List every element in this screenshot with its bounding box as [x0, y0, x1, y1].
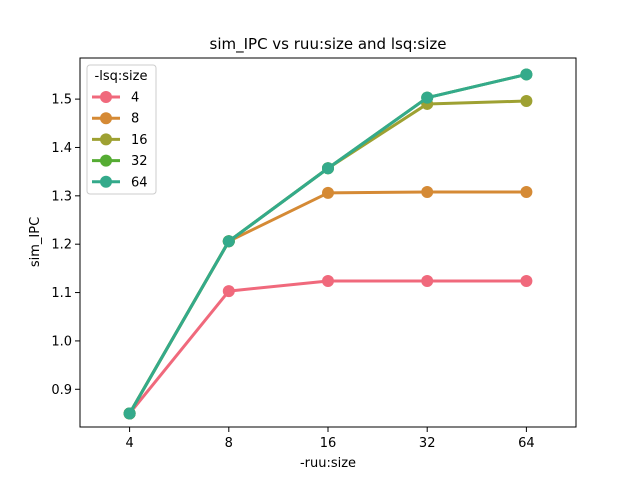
x-axis-label: -ruu:size: [300, 456, 356, 471]
data-point-16-64: [520, 95, 533, 108]
legend-label-16: 16: [131, 133, 148, 148]
legend-items: 4 8 16 32 64: [92, 91, 148, 190]
legend-marker-64: [100, 175, 112, 188]
data-point-4-64: [520, 274, 533, 287]
data-point-4-16: [322, 274, 334, 287]
legend-label-64: 64: [131, 175, 148, 190]
legend-label-4: 4: [131, 91, 139, 106]
y-axis-label: sim_IPC: [28, 217, 43, 267]
data-point-64-4: [123, 407, 136, 420]
y-tick-label-5: 1.4: [51, 141, 72, 156]
series-layer: [123, 68, 533, 420]
legend-label-8: 8: [131, 112, 139, 127]
data-point-8-16: [322, 186, 334, 199]
data-point-64-8: [222, 235, 235, 248]
data-point-64-16: [322, 162, 334, 175]
data-point-8-64: [520, 185, 533, 198]
legend-title: -lsq:size: [95, 69, 148, 84]
x-tick-label-4: 4: [125, 436, 133, 451]
series-64: [123, 68, 533, 420]
y-axis: 0.9 1.0 1.1 1.2 1.3 1.4 1.5: [51, 93, 80, 398]
x-axis: 4 8 16 32 64: [125, 427, 535, 451]
y-tick-label-4: 1.3: [51, 189, 72, 204]
legend-label-32: 32: [131, 154, 148, 169]
data-point-4-8: [222, 285, 235, 298]
legend-marker-8: [100, 112, 112, 125]
legend: -lsq:size 4 8 16 32 64: [86, 64, 157, 195]
data-point-4-32: [421, 274, 434, 287]
legend-marker-16: [100, 133, 112, 146]
data-point-8-32: [421, 185, 434, 198]
x-tick-label-8: 8: [225, 436, 233, 451]
legend-marker-32: [100, 154, 112, 167]
y-tick-label-3: 1.2: [51, 238, 72, 253]
data-point-64-32: [421, 91, 434, 104]
y-tick-label-6: 1.5: [51, 93, 72, 108]
data-point-64-64: [520, 68, 533, 81]
x-tick-label-16: 16: [320, 436, 337, 451]
x-tick-label-32: 32: [419, 436, 436, 451]
y-tick-label-0: 0.9: [51, 383, 72, 398]
y-tick-label-1: 1.0: [51, 334, 72, 349]
chart-title: sim_IPC vs ruu:size and lsq:size: [210, 35, 447, 54]
y-tick-label-2: 1.1: [51, 286, 72, 301]
x-tick-label-64: 64: [518, 436, 535, 451]
legend-marker-4: [100, 91, 112, 103]
